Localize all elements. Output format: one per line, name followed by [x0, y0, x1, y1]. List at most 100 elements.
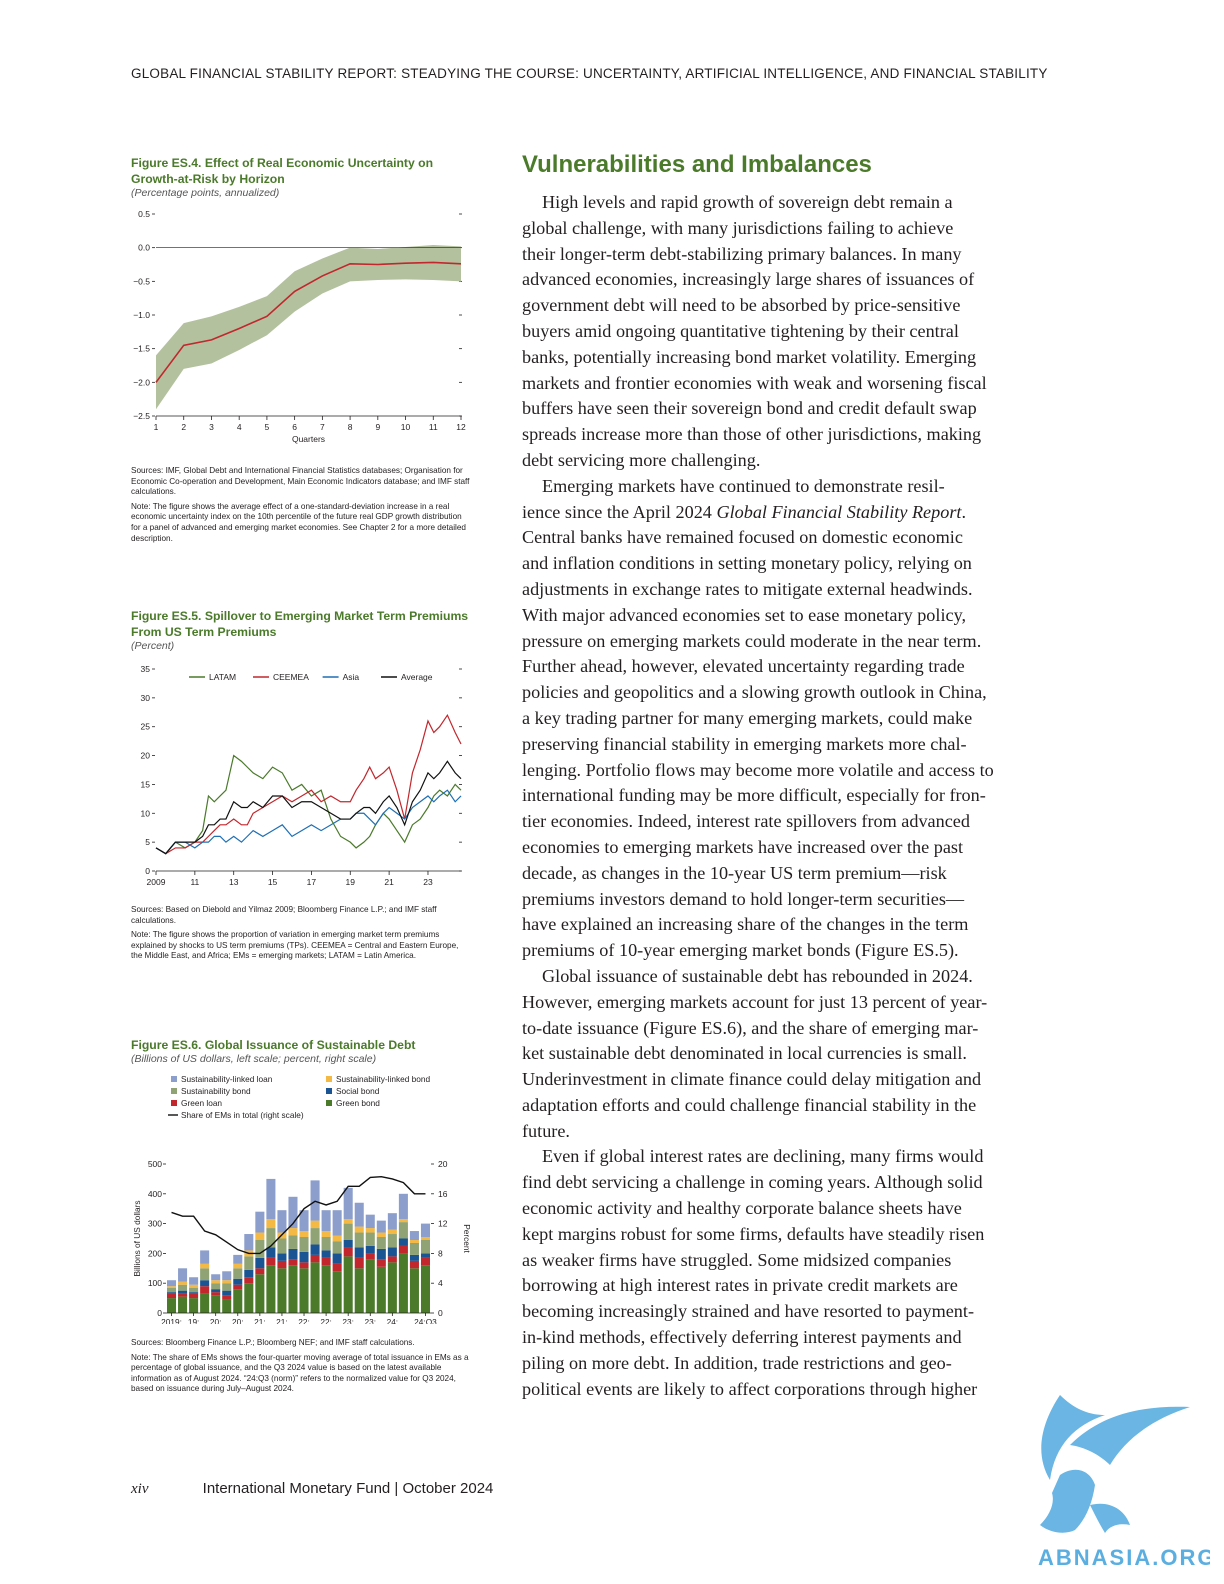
bar-segment — [178, 1281, 188, 1285]
y-tick-label: −0.5 — [133, 276, 150, 286]
y-tick-label: 200 — [148, 1248, 162, 1258]
y-axis-title: Billions of US dollars — [132, 1200, 142, 1276]
bar-segment — [288, 1265, 298, 1313]
bar-segment — [420, 1223, 430, 1238]
legend-swatch — [171, 1076, 177, 1082]
legend-label: LATAM — [209, 672, 236, 682]
bar-segment — [321, 1257, 331, 1266]
legend-swatch — [326, 1076, 332, 1082]
figure-subtitle: (Percentage points, annualized) — [131, 187, 280, 199]
y-tick-label: −2.5 — [133, 411, 150, 421]
y-tick-label: 15 — [141, 779, 151, 789]
legend-label: Green bond — [336, 1098, 380, 1108]
body-line: markets and frontier economies with weak… — [522, 372, 987, 393]
confidence-band — [156, 244, 461, 410]
y2-tick-label: 20 — [438, 1159, 448, 1169]
body-line: banks, potentially increasing bond marke… — [522, 346, 977, 367]
bar-segment — [343, 1187, 353, 1220]
bar-segment — [211, 1289, 221, 1293]
bar-segment — [365, 1228, 375, 1233]
bar-segment — [255, 1239, 265, 1258]
bar-segment — [277, 1260, 287, 1269]
x-tick-label: 20: — [232, 1317, 244, 1324]
y-tick-label: 10 — [141, 808, 151, 818]
publisher-line: International Monetary Fund | October 20… — [202, 1480, 494, 1497]
bar-segment — [244, 1234, 254, 1251]
bar-segment — [277, 1268, 287, 1313]
body-line: a key trading partner for many emerging … — [522, 707, 973, 728]
bar-segment — [387, 1256, 397, 1263]
section-title: Vulnerabilities and Imbalances — [522, 151, 872, 178]
body-line: kept margins robust for some firms, defa… — [522, 1223, 985, 1244]
bar-segment — [222, 1295, 232, 1300]
figure-es4: Figure ES.4. Effect of Real Economic Unc… — [131, 155, 471, 548]
bar-segment — [409, 1260, 419, 1269]
y-tick-label: 20 — [141, 751, 151, 761]
bar-segment — [200, 1268, 210, 1281]
bar-segment — [376, 1259, 386, 1267]
bar-segment — [244, 1256, 254, 1270]
x-tick-label: 24: — [387, 1317, 399, 1324]
x-tick-label: 19: — [188, 1317, 200, 1324]
bar-segment — [200, 1286, 210, 1294]
figure-sources: Sources: IMF, Global Debt and Internatio… — [131, 466, 470, 497]
figure-note: Note: The share of EMs shows the four-qu… — [131, 1352, 469, 1394]
bar-segment — [343, 1223, 353, 1240]
y-tick-label: 0.0 — [138, 243, 150, 253]
body-line: spreads increase more than those of othe… — [522, 424, 982, 445]
bar-segment — [409, 1242, 419, 1255]
bar-segment — [365, 1245, 375, 1254]
x-tick-label: 23 — [423, 877, 433, 887]
x-tick-label: 6 — [292, 422, 297, 432]
x-tick-label: 21 — [384, 877, 394, 887]
bar-segment — [255, 1211, 265, 1233]
body-line: economies to emerging markets have incre… — [522, 836, 964, 857]
bar-segment — [255, 1268, 265, 1275]
bar-segment — [178, 1296, 188, 1313]
body-line: and inflation conditions in setting mone… — [522, 553, 972, 574]
legend-label: Sustainability-linked bond — [336, 1074, 430, 1084]
bar-segment — [222, 1280, 232, 1284]
bar-segment — [332, 1271, 342, 1313]
page-number: xiv — [131, 1481, 149, 1497]
bar-segment — [299, 1268, 309, 1313]
bar-segment — [310, 1220, 320, 1229]
bar-segment — [332, 1263, 342, 1272]
bar-segment — [343, 1247, 353, 1257]
bar-segment — [354, 1257, 364, 1269]
effect-line — [155, 261, 462, 383]
bar-segment — [211, 1280, 221, 1284]
series-line — [155, 713, 462, 855]
bar-segment — [398, 1222, 408, 1239]
y-tick-label: 0 — [157, 1308, 162, 1318]
bar-segment — [222, 1283, 232, 1291]
series-line — [155, 760, 462, 855]
bar-segment — [178, 1268, 188, 1282]
bar-segment — [354, 1247, 364, 1258]
bar-segment — [233, 1278, 243, 1285]
y-tick-label: 35 — [141, 664, 151, 674]
bar-segment — [420, 1237, 430, 1240]
bar-segment — [310, 1262, 320, 1313]
body-line: becoming increasingly strained and have … — [522, 1301, 975, 1322]
running-header: GLOBAL FINANCIAL STABILITY REPORT: STEAD… — [131, 66, 1048, 81]
bar-segment — [189, 1287, 199, 1293]
body-line: Emerging markets have continued to demon… — [542, 475, 945, 496]
bar-segment — [178, 1284, 188, 1291]
bar-segment — [288, 1228, 298, 1236]
bar-segment — [189, 1277, 199, 1285]
x-tick-label: 23: — [364, 1317, 376, 1324]
bar-segment — [266, 1257, 276, 1266]
bar-segment — [387, 1213, 397, 1230]
bar-segment — [288, 1196, 298, 1229]
legend-label: Share of EMs in total (right scale) — [181, 1110, 304, 1120]
x-tick-label: 23: — [342, 1317, 354, 1324]
bar-segment — [354, 1226, 364, 1233]
figure-note: Note: The figure shows the average effec… — [131, 501, 466, 543]
x-tick-label: 2009 — [147, 877, 166, 887]
body-line: to-date issuance (Figure ES.6), and the … — [522, 1017, 979, 1038]
body-text: High levels and rapid growth of sovereig… — [522, 190, 1022, 1402]
figure-title: Figure ES.4. Effect of Real Economic Unc… — [131, 156, 434, 186]
bar-segment — [420, 1253, 430, 1258]
bar-segment — [222, 1299, 232, 1313]
